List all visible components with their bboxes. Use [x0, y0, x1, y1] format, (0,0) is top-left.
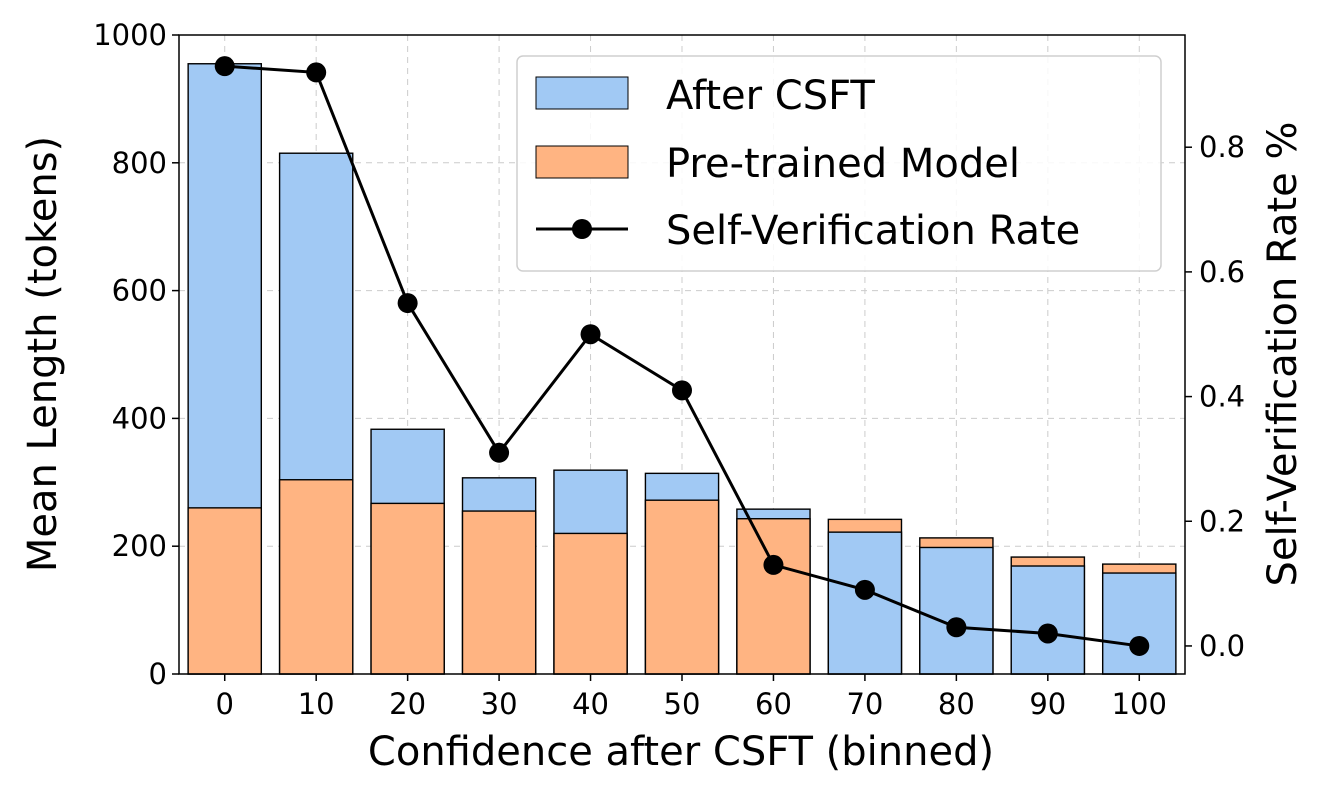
- self-verification-point: [1037, 623, 1058, 644]
- bar-pretrained: [461, 510, 537, 675]
- x-tick-label: 20: [389, 687, 426, 721]
- x-tick-label: 60: [755, 687, 792, 721]
- y2-tick-label: 0.0: [1199, 629, 1245, 663]
- y-tick-label: 1000: [93, 18, 167, 52]
- x-axis-title: Confidence after CSFT (binned): [368, 729, 994, 775]
- bars: [187, 63, 1177, 675]
- legend: After CSFT Pre-trained Model Self-Verifi…: [516, 55, 1162, 272]
- bar-pretrained: [553, 532, 628, 675]
- y2-axis-ticks: 0.0 0.2 0.4 0.6 0.8: [1185, 130, 1245, 663]
- self-verification-point: [489, 442, 510, 463]
- bar-pretrained: [370, 502, 445, 675]
- x-tick-label: 50: [664, 687, 701, 721]
- y-tick-label: 200: [112, 529, 167, 563]
- x-tick-label: 100: [1112, 687, 1167, 721]
- bar-pretrained: [278, 479, 354, 675]
- x-axis-ticks: 0 10 20 30 40 50 60 70 80 90 100: [216, 674, 1167, 721]
- self-verification-point: [763, 554, 784, 575]
- bar-after-csft: [1010, 565, 1086, 675]
- legend-swatch-marker: [572, 219, 592, 239]
- bar-pretrained: [644, 499, 720, 675]
- legend-swatch-after-csft: [535, 76, 629, 110]
- bar-pretrained: [736, 518, 811, 675]
- y-tick-label: 800: [112, 146, 167, 180]
- self-verification-point: [306, 62, 327, 83]
- legend-swatch-pretrained: [535, 145, 629, 179]
- y2-tick-label: 0.6: [1199, 255, 1245, 289]
- y2-tick-label: 0.4: [1199, 380, 1245, 414]
- self-verification-line: [214, 56, 1150, 656]
- self-verification-point: [397, 293, 418, 314]
- self-verification-point: [1129, 635, 1150, 656]
- legend-label-self-verification: Self-Verification Rate: [666, 208, 1080, 254]
- y-axis-title: Mean Length (tokens): [20, 136, 66, 572]
- self-verification-point: [580, 324, 601, 345]
- bar-after-csft: [919, 546, 994, 675]
- legend-label-after-csft: After CSFT: [666, 73, 875, 119]
- y2-axis-title: Self-Verification Rate %: [1260, 122, 1306, 587]
- legend-box: [516, 55, 1162, 272]
- x-tick-label: 90: [1029, 687, 1066, 721]
- x-tick-label: 0: [216, 687, 234, 721]
- y2-tick-label: 0.2: [1199, 504, 1245, 538]
- bar-after-csft: [827, 531, 903, 675]
- y-tick-label: 0: [149, 657, 167, 691]
- y-tick-label: 600: [112, 274, 167, 308]
- x-tick-label: 80: [938, 687, 975, 721]
- x-tick-label: 70: [846, 687, 883, 721]
- x-tick-label: 10: [298, 687, 335, 721]
- self-verification-point: [672, 380, 692, 401]
- y2-tick-label: 0.8: [1199, 130, 1245, 164]
- self-verification-point: [214, 56, 235, 77]
- bar-pretrained: [187, 507, 263, 675]
- legend-label-pretrained: Pre-trained Model: [666, 141, 1020, 187]
- y-tick-label: 400: [112, 401, 167, 435]
- x-tick-label: 30: [481, 687, 518, 721]
- self-verification-point: [946, 617, 967, 638]
- bar-after-csft: [1101, 572, 1177, 675]
- self-verification-point: [854, 579, 875, 600]
- x-tick-label: 40: [572, 687, 609, 721]
- y-axis-ticks: 0 200 400 600 800 1000: [93, 18, 179, 691]
